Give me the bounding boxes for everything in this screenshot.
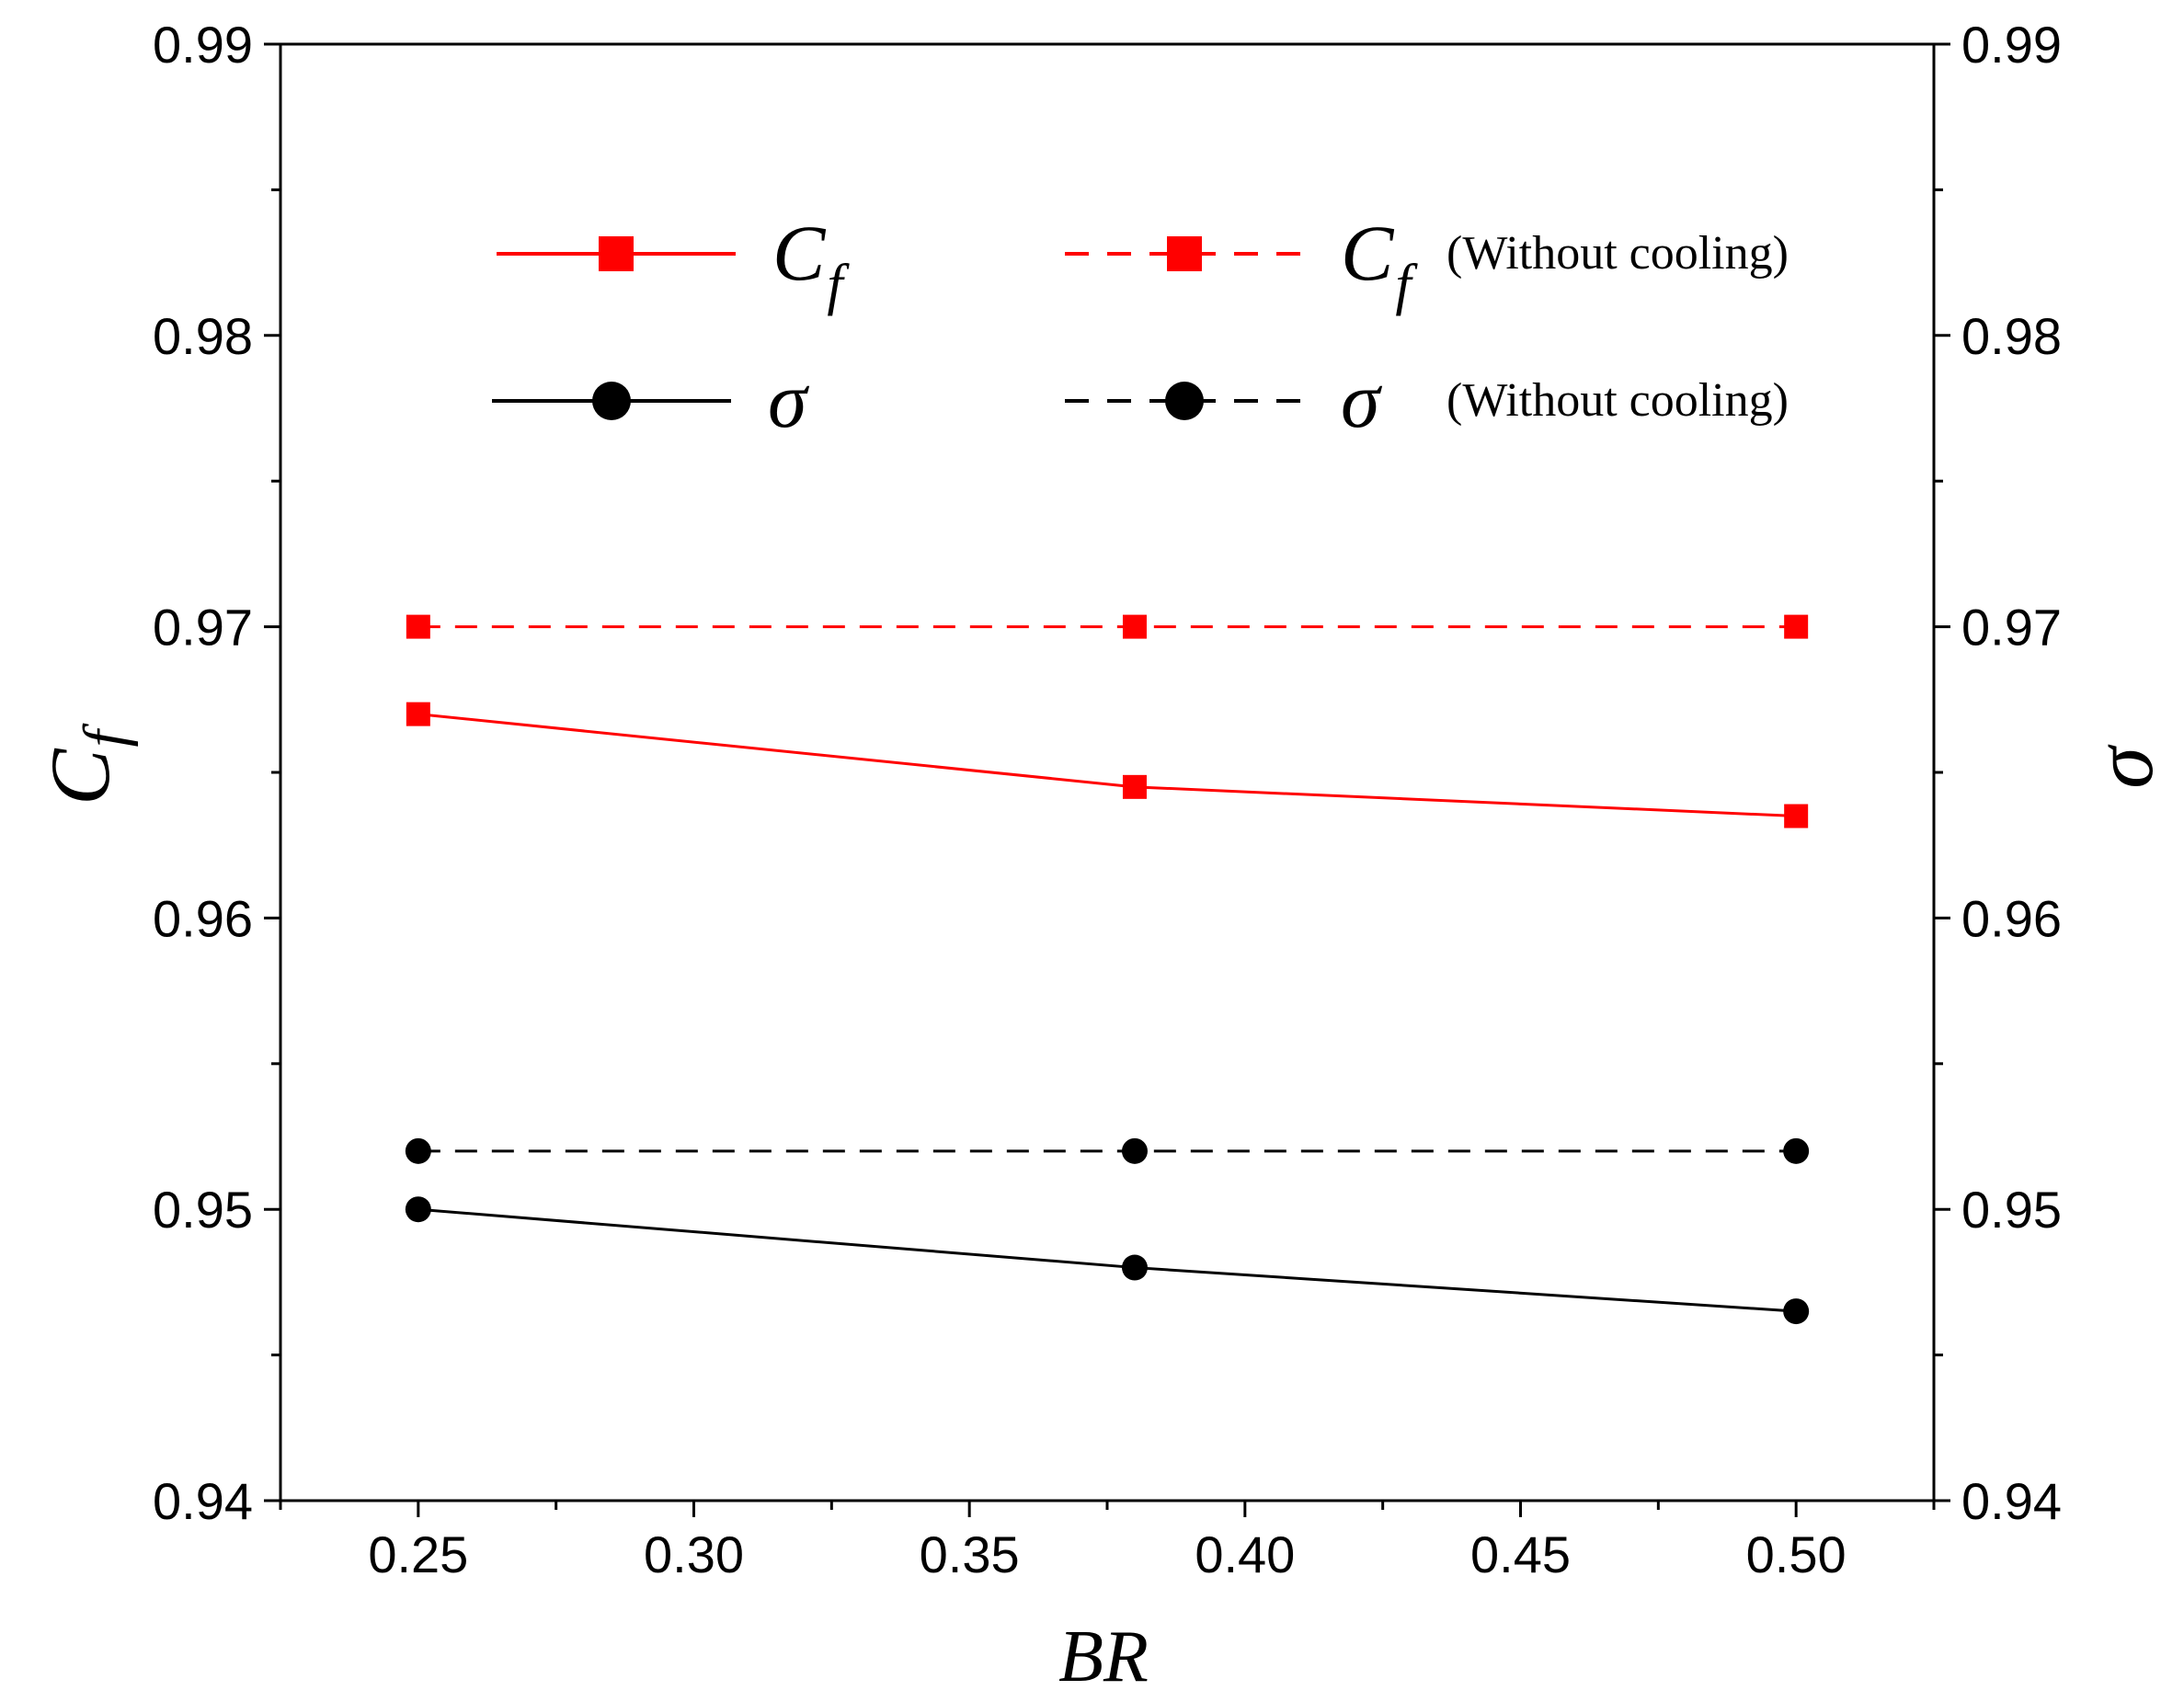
x-tick-label: 0.25	[368, 1525, 468, 1583]
legend-item-cf_nc: Cf (Without cooling)	[1065, 209, 1789, 316]
marker-circle	[405, 1196, 431, 1223]
legend-item-sigma_nc: σ (Without cooling)	[1065, 356, 1789, 444]
x-tick-label: 0.50	[1746, 1525, 1847, 1583]
y-right-tick-label: 0.97	[1961, 599, 2062, 657]
y-axis-left-title-sub: f	[72, 723, 139, 747]
y-left-tick-label: 0.95	[153, 1181, 253, 1239]
tick-group: 0.25 0.30 0.35 0.40 0.45 0.50 0.94 0.95 0.96 0.97…	[153, 16, 2062, 1583]
svg-text:Cf: Cf	[33, 723, 139, 805]
x-tick-label: 0.40	[1195, 1525, 1295, 1583]
series-sigma_nc	[405, 1137, 1810, 1164]
y-axis-right-title: σ	[2076, 744, 2170, 789]
y-right-tick-label: 0.94	[1961, 1472, 2062, 1530]
marker-circle	[1783, 1298, 1810, 1325]
legend-item-sigma: σ	[492, 356, 810, 444]
x-tick-label: 0.45	[1470, 1525, 1571, 1583]
y-right-tick-label: 0.95	[1961, 1181, 2062, 1239]
legend-note: (Without cooling)	[1446, 374, 1789, 427]
legend-note: (Without cooling)	[1446, 227, 1789, 280]
x-tick-label: 0.30	[644, 1525, 744, 1583]
marker-circle	[405, 1137, 431, 1164]
series-line	[417, 1207, 1797, 1313]
marker-circle	[1121, 1254, 1148, 1281]
y-right-tick-label: 0.99	[1961, 16, 2062, 74]
marker-circle	[1165, 382, 1204, 420]
marker-circle	[1121, 1137, 1148, 1164]
y-left-tick-label: 0.98	[153, 307, 253, 365]
series-cf	[406, 702, 1809, 828]
legend-label: σ	[1341, 356, 1383, 444]
y-right-tick-label: 0.98	[1961, 307, 2062, 365]
legend-label: Cf	[1341, 209, 1418, 316]
series-line	[417, 713, 1797, 818]
marker-square	[1167, 236, 1202, 271]
y-left-tick-label: 0.96	[153, 889, 253, 947]
y-left-tick-label: 0.94	[153, 1472, 253, 1530]
svg-text:σ: σ	[2076, 744, 2170, 789]
plot-frame	[279, 42, 1936, 1502]
y-axis-left-title-main: C	[33, 748, 127, 805]
y-left-tick-label: 0.99	[153, 16, 253, 74]
series-cf_nc	[406, 614, 1809, 639]
legend-label: Cf	[772, 209, 850, 316]
marker-square	[1122, 614, 1147, 639]
marker-square	[1122, 774, 1147, 799]
marker-square	[1784, 614, 1809, 639]
series-group	[405, 614, 1810, 1325]
marker-circle	[592, 382, 631, 420]
legend-label: σ	[768, 356, 810, 444]
x-tick-label: 0.35	[920, 1525, 1020, 1583]
legend-item-cf: Cf	[497, 209, 850, 316]
marker-square	[599, 236, 634, 271]
marker-square	[406, 614, 430, 639]
marker-square	[406, 702, 430, 726]
legend: Cf Cf (Without cooling) σ σ (Without cooling)	[492, 209, 1789, 444]
marker-square	[1784, 804, 1809, 828]
y-left-tick-label: 0.97	[153, 599, 253, 657]
y-axis-left-title: Cf	[33, 723, 139, 805]
marker-circle	[1783, 1137, 1810, 1164]
series-sigma	[405, 1196, 1810, 1325]
y-right-tick-label: 0.96	[1961, 889, 2062, 947]
x-axis-title: BR	[1058, 1616, 1149, 1697]
